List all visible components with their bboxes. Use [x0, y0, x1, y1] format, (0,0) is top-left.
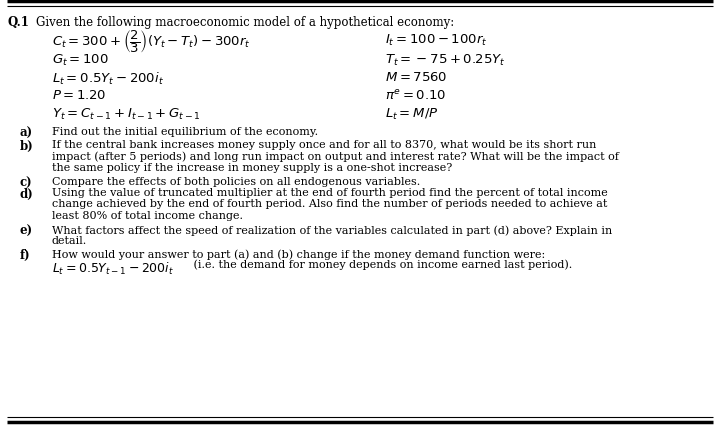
Text: $G_t = 100$: $G_t = 100$	[52, 53, 109, 68]
Text: impact (after 5 periods) and long run impact on output and interest rate? What w: impact (after 5 periods) and long run im…	[52, 151, 619, 162]
Text: $L_t = 0.5Y_{t-1}-200i_t$: $L_t = 0.5Y_{t-1}-200i_t$	[52, 260, 174, 276]
Text: c): c)	[20, 177, 32, 190]
Text: b): b)	[20, 140, 34, 153]
Text: d): d)	[20, 187, 34, 201]
Text: $I_t = 100-100r_t$: $I_t = 100-100r_t$	[385, 33, 487, 48]
Text: e): e)	[20, 224, 33, 237]
Text: What factors affect the speed of realization of the variables calculated in part: What factors affect the speed of realiza…	[52, 224, 612, 235]
Text: Find out the initial equilibrium of the economy.: Find out the initial equilibrium of the …	[52, 127, 318, 137]
Text: (i.e. the demand for money depends on income earned last period).: (i.e. the demand for money depends on in…	[190, 259, 572, 270]
Text: $M = 7560$: $M = 7560$	[385, 71, 448, 84]
Text: How would your answer to part (a) and (b) change if the money demand function we: How would your answer to part (a) and (b…	[52, 248, 545, 259]
Text: $C_t = 300+\left(\dfrac{2}{3}\right)(Y_t -T_t)-300r_t$: $C_t = 300+\left(\dfrac{2}{3}\right)(Y_t…	[52, 28, 251, 55]
Text: $P = 1.20$: $P = 1.20$	[52, 89, 106, 102]
Text: detail.: detail.	[52, 236, 87, 246]
Text: $L_t = 0.5Y_t -200i_t$: $L_t = 0.5Y_t -200i_t$	[52, 71, 164, 87]
Text: a): a)	[20, 127, 33, 140]
Text: change achieved by the end of fourth period. Also find the number of periods nee: change achieved by the end of fourth per…	[52, 199, 608, 209]
Text: If the central bank increases money supply once and for all to 8370, what would : If the central bank increases money supp…	[52, 140, 596, 150]
Text: $T_t = -75+0.25Y_t$: $T_t = -75+0.25Y_t$	[385, 53, 505, 68]
Text: least 80% of total income change.: least 80% of total income change.	[52, 210, 243, 220]
Text: Q.1: Q.1	[8, 16, 30, 29]
Text: Compare the effects of both policies on all endogenous variables.: Compare the effects of both policies on …	[52, 177, 420, 187]
Text: $L_t = M/P$: $L_t = M/P$	[385, 107, 438, 122]
Text: Given the following macroeconomic model of a hypothetical economy:: Given the following macroeconomic model …	[36, 16, 454, 29]
Text: the same policy if the increase in money supply is a one-shot increase?: the same policy if the increase in money…	[52, 163, 452, 173]
Text: $\pi^e = 0.10$: $\pi^e = 0.10$	[385, 89, 446, 103]
Text: Using the value of truncated multiplier at the end of fourth period find the per: Using the value of truncated multiplier …	[52, 187, 608, 197]
Text: f): f)	[20, 248, 31, 261]
Text: $Y_t = C_{t-1}+I_{t-1}+G_{t-1}$: $Y_t = C_{t-1}+I_{t-1}+G_{t-1}$	[52, 107, 201, 122]
